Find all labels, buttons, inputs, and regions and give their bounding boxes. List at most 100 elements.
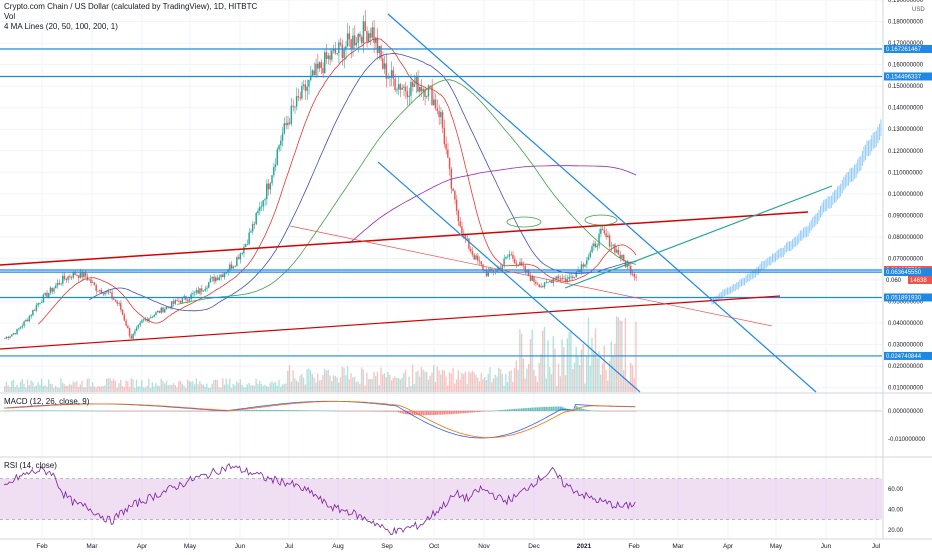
candle-body <box>332 48 335 51</box>
volume-bar <box>338 382 340 392</box>
candle-body <box>549 280 551 282</box>
candle-body <box>236 257 238 266</box>
price-level-label: 0.167261467 <box>886 47 922 53</box>
candle-body <box>76 275 78 276</box>
volume-bar <box>633 377 635 392</box>
candle-body <box>230 264 233 269</box>
macd-histogram-bar <box>427 410 430 416</box>
candle-body <box>58 283 60 285</box>
candle-body <box>213 276 215 282</box>
macd-histogram-bar <box>260 409 263 411</box>
macd-histogram-bar <box>199 410 201 412</box>
candle-body <box>137 324 140 328</box>
candle-body <box>522 265 525 267</box>
candle-body <box>37 303 39 306</box>
macd-histogram-bar <box>408 410 410 415</box>
volume-bar <box>295 380 298 392</box>
volume-bar <box>306 369 308 392</box>
candle-body <box>373 27 375 43</box>
macd-histogram-bar <box>529 407 532 411</box>
candle-body <box>436 108 439 112</box>
volume-bar <box>308 368 310 392</box>
volume-bar <box>454 383 456 392</box>
volume-bar <box>508 371 510 392</box>
candle-body <box>359 33 361 38</box>
candle-body <box>218 277 220 281</box>
candle-body <box>411 81 414 87</box>
macd-histogram-bar <box>114 410 117 412</box>
volume-bar <box>375 375 377 392</box>
macd-histogram-bar <box>345 410 347 412</box>
macd-histogram-bar <box>489 410 491 412</box>
macd-histogram-bar <box>603 410 606 412</box>
candle-body <box>222 274 224 278</box>
candle-body <box>188 299 191 301</box>
price-tick-label: 0.140000000 <box>888 106 924 112</box>
candle-body <box>376 37 379 53</box>
macd-histogram-bar <box>167 410 169 412</box>
macd-histogram-bar <box>378 410 380 412</box>
macd-histogram-bar <box>77 410 80 412</box>
volume-bar <box>216 379 219 392</box>
candle-body <box>53 288 55 292</box>
volume-bar <box>459 379 461 392</box>
candle-body <box>4 338 6 339</box>
candle-body <box>443 127 446 145</box>
volume-bar <box>563 347 565 392</box>
volume-bar <box>450 373 452 392</box>
time-tick-label: Jul <box>872 543 881 550</box>
macd-histogram-bar <box>183 410 185 412</box>
candle-body <box>420 86 423 92</box>
macd-histogram-bar <box>65 410 67 412</box>
candle-body <box>223 273 226 278</box>
macd-histogram-bar <box>633 410 635 412</box>
volume-bar <box>536 381 539 392</box>
volume-bar <box>274 381 277 392</box>
price-tick-label: 0.110000000 <box>888 170 923 176</box>
volume-bar <box>156 385 159 392</box>
volume-bar <box>271 381 273 392</box>
candle-body <box>367 33 370 42</box>
volume-bar <box>202 384 205 392</box>
candle-body <box>380 45 382 59</box>
candle-body <box>239 253 242 260</box>
macd-histogram-bar <box>292 410 294 411</box>
candle-body <box>325 52 328 59</box>
rsi-label: RSI (14, close) <box>4 461 57 470</box>
volume-bar <box>79 384 81 392</box>
macd-histogram-bar <box>533 407 535 411</box>
candle-body <box>575 271 577 278</box>
volume-bar <box>413 383 416 392</box>
volume-bar <box>174 385 176 392</box>
candle-body <box>19 327 22 329</box>
candle-body <box>369 33 372 38</box>
volume-bar <box>427 379 430 392</box>
volume-bar <box>280 386 282 392</box>
candle-body <box>346 33 349 47</box>
volume-bar <box>545 378 547 392</box>
candle-body <box>186 299 189 301</box>
candle-body <box>418 86 421 92</box>
macd-histogram-bar <box>594 410 597 412</box>
volume-bar <box>341 366 343 392</box>
candle-body <box>427 85 430 97</box>
macd-histogram-bar <box>30 410 32 411</box>
candle-body <box>255 213 257 225</box>
candle-body <box>619 254 621 259</box>
volume-bar <box>100 386 103 392</box>
candle-body <box>292 105 294 107</box>
candle-body <box>466 238 468 240</box>
marked-ellipse <box>584 214 618 226</box>
macd-histogram-bar <box>519 408 521 411</box>
candle-body <box>586 260 588 265</box>
candle-body <box>360 37 363 43</box>
volume-bar <box>522 358 525 392</box>
volume-bar <box>40 378 43 392</box>
volume-bar <box>426 371 428 392</box>
candle-body <box>192 293 194 295</box>
time-tick-label: Apr <box>723 543 734 550</box>
candle-body <box>624 260 627 267</box>
candle-body <box>441 112 444 128</box>
candle-body <box>345 46 347 50</box>
